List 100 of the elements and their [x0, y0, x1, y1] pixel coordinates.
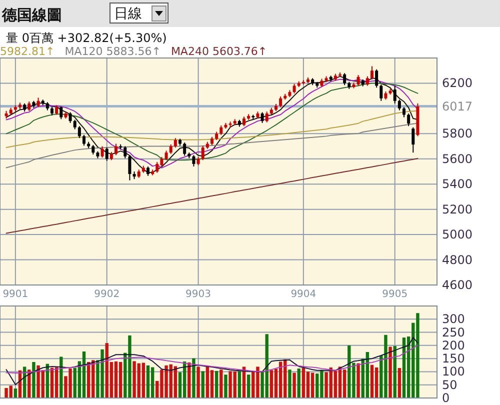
annotation: MA240 5603.76↑ [170, 45, 268, 58]
bar [388, 346, 392, 398]
line-series [6, 158, 418, 234]
y-tick-label: 150 [442, 352, 465, 366]
bar [342, 370, 346, 398]
ref-line-label: 6017 [442, 99, 473, 114]
annotation: MA120 5883.56↑ [64, 45, 161, 58]
candlestick [407, 112, 410, 127]
candlestick [82, 134, 86, 146]
candlestick [124, 146, 127, 159]
y-tick-label: 6200 [442, 76, 473, 90]
candlestick [92, 144, 95, 155]
candlestick [164, 150, 168, 161]
candlestick [201, 145, 204, 161]
bar [201, 371, 204, 398]
candlestick [260, 112, 264, 124]
y-tick-label: 5600 [442, 152, 473, 166]
y-tick-label: 5800 [442, 126, 473, 141]
bar [356, 363, 360, 398]
bar [238, 371, 242, 398]
annotation: 5982.81↑ [0, 45, 55, 58]
bar [310, 372, 314, 398]
candlestick [292, 83, 296, 94]
candlestick [183, 142, 186, 156]
bar [278, 362, 282, 398]
y-tick-label: 300 [442, 312, 465, 326]
candlestick [265, 111, 268, 123]
bar [297, 368, 300, 398]
candlestick [393, 85, 396, 104]
y-tick-label: 5200 [442, 202, 473, 216]
candlestick [220, 124, 223, 136]
candlestick [398, 99, 401, 111]
candlestick [114, 143, 118, 156]
chart-title: 德国線圖 [1, 6, 62, 24]
y-tick-label: 100 [442, 364, 465, 379]
bar [214, 370, 218, 398]
candlestick [156, 162, 159, 174]
y-tick-label: 4800 [442, 252, 473, 267]
bar [220, 370, 223, 398]
candlestick [78, 126, 81, 139]
bar [32, 362, 36, 398]
bar [192, 358, 196, 398]
bar [210, 370, 214, 398]
candlestick [380, 84, 383, 102]
candlestick [356, 74, 360, 86]
y-tick-label: 5000 [442, 228, 473, 242]
bar [246, 374, 250, 398]
bar [398, 368, 402, 398]
candlestick [100, 146, 104, 158]
candlestick [60, 106, 63, 120]
candlestick [375, 68, 378, 88]
bar [270, 370, 274, 398]
x-tick-label: 9904 [290, 289, 316, 300]
bar [292, 372, 296, 398]
candlestick [68, 112, 72, 124]
candlestick [279, 96, 282, 108]
candlestick [73, 119, 76, 130]
line-series [6, 344, 418, 374]
bar [288, 370, 292, 398]
bar [174, 366, 178, 398]
y-tick-label: 5400 [442, 177, 473, 192]
bar [302, 368, 306, 398]
bar [306, 372, 310, 398]
x-tick-label: 9901 [2, 289, 28, 300]
x-tick-label: 9902 [94, 289, 120, 300]
bar [150, 367, 154, 398]
bar [334, 370, 338, 398]
y-tick-label: 250 [442, 325, 465, 340]
candlestick [146, 166, 150, 176]
candlestick [174, 138, 177, 148]
y-tick-label: 200 [442, 338, 465, 352]
candlestick [370, 66, 374, 80]
candlestick [242, 116, 246, 127]
y-tick-label: 50 [442, 378, 458, 392]
candlestick [366, 76, 369, 86]
bar [114, 361, 118, 398]
candlestick [169, 144, 172, 154]
x-tick-label: 9903 [186, 289, 212, 300]
bar [206, 366, 210, 398]
candlestick [343, 72, 346, 86]
bar [402, 338, 406, 398]
bar [146, 365, 150, 398]
line-series [6, 337, 418, 386]
candlestick [105, 147, 108, 162]
bar [224, 374, 228, 398]
bar [374, 368, 378, 398]
bar [118, 362, 122, 398]
candlestick [28, 101, 31, 112]
x-tick-label: 9905 [382, 289, 408, 300]
candlestick [402, 106, 406, 118]
candlestick [55, 104, 58, 116]
y-tick-label: 0 [442, 391, 450, 405]
candlestick [36, 97, 40, 108]
bar [196, 366, 200, 398]
text: 量 0百萬 +302.82(+5.30%) [6, 31, 167, 45]
bar [142, 362, 146, 398]
y-tick-label: 4600 [442, 278, 473, 292]
text: 日線 [114, 6, 142, 22]
candlestick [192, 154, 196, 167]
candlestick [412, 126, 415, 154]
